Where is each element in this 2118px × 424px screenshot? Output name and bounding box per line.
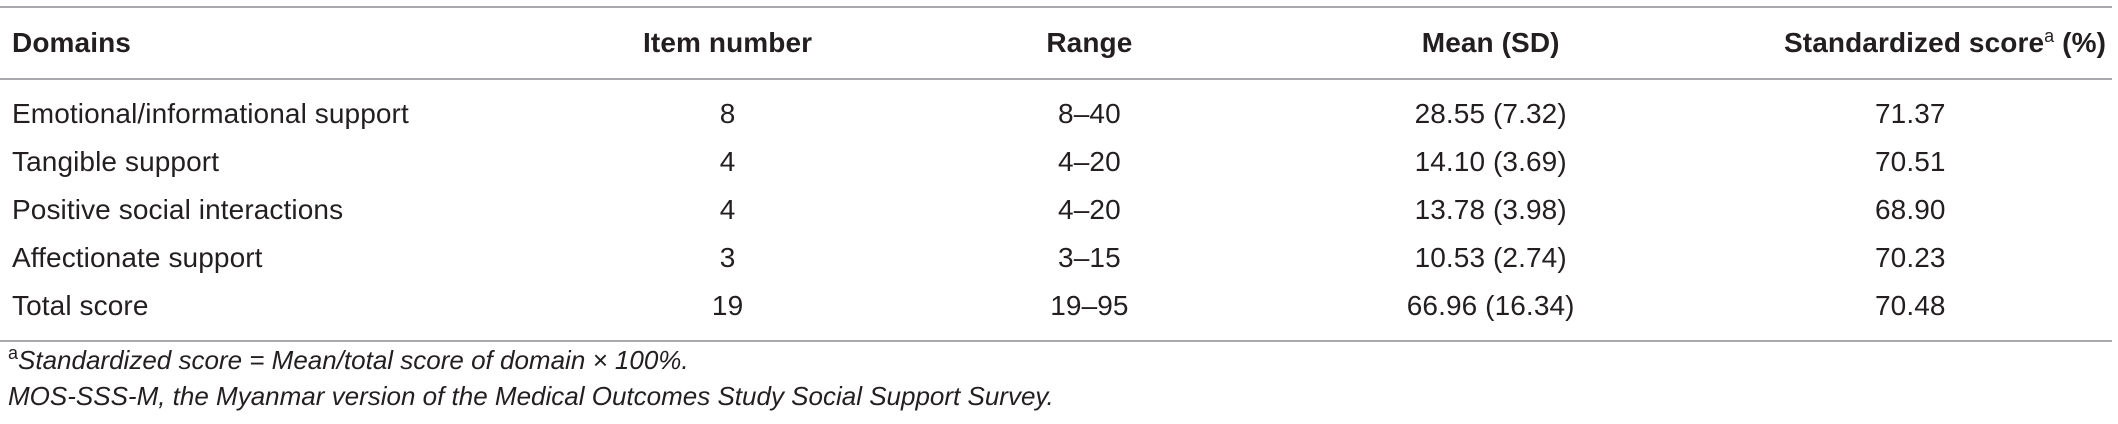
header-standardized-footnote-marker: a	[2044, 26, 2055, 46]
cell-standardized-score: 70.23	[1875, 242, 1946, 273]
table-notes: aStandardized score = Mean/total score o…	[8, 342, 1054, 414]
footnote-marker: a	[8, 343, 19, 363]
table-row: Total score 19 19–95 66.96 (16.34) 70.48	[0, 282, 2112, 341]
table-header: Domains Item number Range Mean (SD) Stan…	[0, 7, 2112, 79]
results-table: Domains Item number Range Mean (SD) Stan…	[0, 6, 2112, 342]
cell-mean-sd: 66.96 (16.34)	[1406, 290, 1575, 321]
footnote-text: Standardized score = Mean/total score of…	[18, 345, 689, 375]
cell-domain: Emotional/informational support	[12, 98, 409, 129]
cell-range: 4–20	[1058, 146, 1121, 177]
cell-mean-sd: 10.53 (2.74)	[1414, 242, 1567, 273]
cell-item-number: 19	[711, 290, 744, 321]
cell-range: 4–20	[1058, 194, 1121, 225]
table-row: Affectionate support 3 3–15 10.53 (2.74)…	[0, 234, 2112, 282]
header-standardized-unit: (%)	[2054, 27, 2106, 58]
table-row: Emotional/informational support 8 8–40 2…	[0, 79, 2112, 138]
header-range: Range	[1046, 27, 1133, 58]
footnote-standardized: aStandardized score = Mean/total score o…	[8, 342, 1054, 378]
table-row: Tangible support 4 4–20 14.10 (3.69) 70.…	[0, 138, 2112, 186]
cell-mean-sd: 13.78 (3.98)	[1414, 194, 1567, 225]
cell-item-number: 3	[719, 242, 736, 273]
header-domains: Domains	[12, 27, 131, 58]
cell-item-number: 4	[719, 146, 736, 177]
cell-mean-sd: 14.10 (3.69)	[1414, 146, 1567, 177]
cell-standardized-score: 70.48	[1875, 290, 1946, 321]
header-standardized-score: Standardized scorea (%)	[1709, 7, 2112, 79]
table-body: Emotional/informational support 8 8–40 2…	[0, 79, 2112, 341]
cell-domain: Tangible support	[12, 146, 220, 177]
table-row: Positive social interactions 4 4–20 13.7…	[0, 186, 2112, 234]
cell-item-number: 4	[719, 194, 736, 225]
header-standardized-label: Standardized score	[1784, 27, 2045, 58]
header-row: Domains Item number Range Mean (SD) Stan…	[0, 7, 2112, 79]
cell-mean-sd: 28.55 (7.32)	[1414, 98, 1567, 129]
cell-range: 19–95	[1050, 290, 1129, 321]
cell-standardized-score: 68.90	[1875, 194, 1946, 225]
header-item-number: Item number	[643, 27, 813, 58]
cell-standardized-score: 71.37	[1875, 98, 1946, 129]
abbreviation-note: MOS-SSS-M, the Myanmar version of the Me…	[8, 381, 1054, 411]
cell-range: 8–40	[1058, 98, 1121, 129]
header-mean-sd: Mean (SD)	[1421, 27, 1560, 58]
cell-standardized-score: 70.51	[1875, 146, 1946, 177]
cell-domain: Positive social interactions	[12, 194, 344, 225]
cell-range: 3–15	[1058, 242, 1121, 273]
cell-item-number: 8	[719, 98, 736, 129]
cell-domain: Total score	[12, 290, 149, 321]
cell-domain: Affectionate support	[12, 242, 263, 273]
